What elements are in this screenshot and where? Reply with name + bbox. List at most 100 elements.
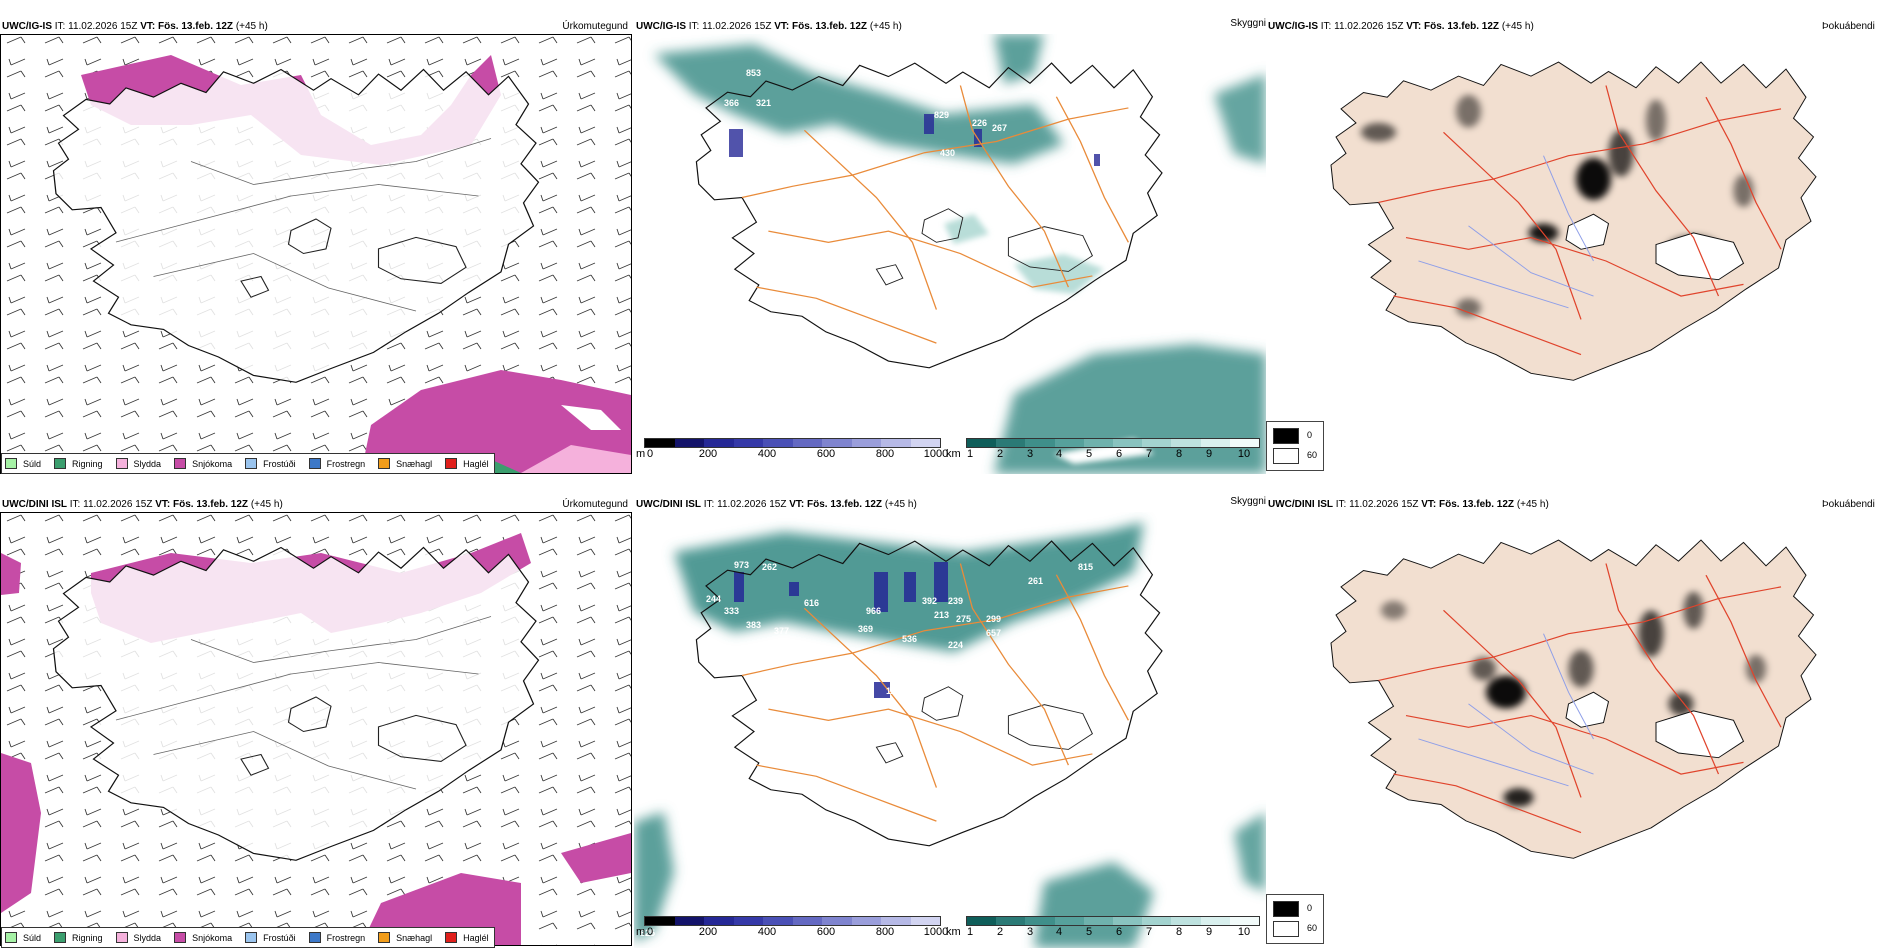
- tick: 7: [1145, 926, 1153, 938]
- visibility-label: 377: [774, 626, 789, 636]
- snow-area-se: [361, 370, 631, 473]
- visibility-label: 973: [734, 560, 749, 570]
- visibility-label: 616: [804, 598, 819, 608]
- panel-name: Skyggni: [1230, 18, 1266, 29]
- visibility-unit: km: [946, 926, 961, 938]
- visibility-label: 114: [874, 288, 889, 298]
- tick: 5: [1085, 926, 1093, 938]
- tick: 1: [966, 926, 974, 938]
- fog-map: [1330, 61, 1817, 381]
- visibility-label: 213: [934, 610, 949, 620]
- tick: 200: [698, 448, 718, 460]
- fog-legend-low: 0: [1307, 903, 1313, 913]
- visibility-label: 853: [746, 68, 761, 78]
- tick: 1000: [923, 448, 949, 460]
- visibility-colorbar: km 1 2 3 4 5 6 7 8 9 10: [946, 438, 1264, 472]
- tick: 3: [1026, 448, 1034, 460]
- legend-item-hail: Haglél: [445, 458, 489, 469]
- tick: 400: [757, 926, 777, 938]
- tick: 5: [1085, 448, 1093, 460]
- legend-item-drizzle: Súld: [5, 458, 41, 469]
- visibility-label: 261: [1028, 576, 1043, 586]
- panel-name: Þokuábendi: [1822, 21, 1875, 32]
- tick: 6: [1115, 926, 1123, 938]
- legend-item-snow: Snjókoma: [174, 458, 232, 469]
- visibility-label: 392: [922, 596, 937, 606]
- panel-precip-type-igis: UWC/IG-IS IT: 11.02.2026 15Z VT: Fös. 13…: [0, 16, 634, 474]
- visibility-label: 299: [986, 614, 1001, 624]
- visibility-label: 815: [1078, 562, 1093, 572]
- legend-item-drizzle: Súld: [5, 932, 41, 943]
- fog-legend: 0 60: [1266, 894, 1324, 944]
- panel-fog-indicator-igis: UWC/IG-IS IT: 11.02.2026 15Z VT: Fös. 13…: [1266, 16, 1900, 474]
- visibility-label: 119: [886, 686, 901, 696]
- panel-title: UWC/DINI ISL IT: 11.02.2026 15Z VT: Fös.…: [1268, 499, 1549, 510]
- snow-area-sw: [1, 753, 41, 913]
- panel-title: UWC/IG-IS IT: 11.02.2026 15Z VT: Fös. 13…: [636, 21, 902, 32]
- tick: 9: [1205, 448, 1213, 460]
- tick: 1000: [923, 926, 949, 938]
- legend-item-rain: Rigning: [54, 932, 103, 943]
- panel-title: UWC/IG-IS IT: 11.02.2026 15Z VT: Fös. 13…: [2, 21, 268, 32]
- legend-item-freezing-drizzle: Frostúði: [245, 458, 296, 469]
- tick: 3: [1026, 926, 1034, 938]
- tick: 1: [966, 448, 974, 460]
- tick: 200: [698, 926, 718, 938]
- visibility-label: 383: [746, 620, 761, 630]
- tick: 600: [816, 448, 836, 460]
- panel-name: Skyggni: [1230, 496, 1266, 507]
- panel-name: Úrkomutegund: [562, 499, 628, 510]
- visibility-label: 239: [948, 596, 963, 606]
- visibility-label: 262: [762, 562, 777, 572]
- tick: 8: [1175, 448, 1183, 460]
- visibility-label: 244: [706, 594, 721, 604]
- visibility-label: 366: [724, 98, 739, 108]
- cloud-base-colorbar: m 0 200 400 600 800 1000: [634, 916, 948, 950]
- tick: 0: [646, 448, 654, 460]
- cloud-base-unit: m: [636, 448, 646, 460]
- fog-legend-high: 60: [1307, 450, 1318, 460]
- precip-type-legend: Súld Rigning Slydda Snjókoma Frostúði Fr…: [1, 927, 495, 948]
- visibility-label: 224: [948, 640, 963, 650]
- legend-item-freezing-rain: Frostregn: [308, 458, 365, 469]
- fog-legend-low: 0: [1307, 430, 1313, 440]
- fog-legend: 0 60: [1266, 421, 1324, 471]
- panel-visibility-dini: UWC/DINI ISL IT: 11.02.2026 15Z VT: Fös.…: [634, 494, 1266, 950]
- visibility-label: 966: [866, 606, 881, 616]
- map-frame: Súld Rigning Slydda Snjókoma Frostúði Fr…: [0, 34, 632, 474]
- panel-title: UWC/DINI ISL IT: 11.02.2026 15Z VT: Fös.…: [2, 499, 283, 510]
- tick: 9: [1205, 926, 1213, 938]
- tick: 800: [875, 926, 895, 938]
- panel-title: UWC/IG-IS IT: 11.02.2026 15Z VT: Fös. 13…: [1268, 21, 1534, 32]
- legend-item-sleet: Slydda: [115, 458, 161, 469]
- visibility-label: 275: [956, 614, 971, 624]
- visibility-label: 536: [902, 634, 917, 644]
- legend-item-snow-pellets: Snæhagl: [378, 932, 432, 943]
- tick: 4: [1055, 448, 1063, 460]
- visibility-map: 904 973 262 815 244 333 383 377 616 966 …: [634, 518, 1266, 948]
- fog-legend-high: 60: [1307, 923, 1318, 933]
- visibility-labels: 904 973 262 815 244 333 383 377 616 966 …: [640, 518, 1195, 938]
- visibility-label: 226: [972, 118, 987, 128]
- panel-name: Úrkomutegund: [562, 21, 628, 32]
- panel-title: UWC/DINI ISL IT: 11.02.2026 15Z VT: Fös.…: [636, 499, 917, 510]
- visibility-label: 825: [640, 928, 655, 938]
- tick: 800: [875, 448, 895, 460]
- panel-visibility-igis: UWC/IG-IS IT: 11.02.2026 15Z VT: Fös. 13…: [634, 16, 1266, 474]
- legend-item-sleet: Slydda: [115, 932, 161, 943]
- visibility-label: 369: [858, 624, 873, 634]
- legend-item-hail: Haglél: [445, 932, 489, 943]
- visibility-label: 321: [756, 98, 771, 108]
- cloud-base-colorbar: m 0 200 400 600 800 1000: [634, 438, 948, 472]
- tick: 2: [996, 448, 1004, 460]
- tick: 4: [1055, 926, 1063, 938]
- map-frame: Súld Rigning Slydda Snjókoma Frostúði Fr…: [0, 512, 632, 948]
- tick: 10: [1237, 448, 1251, 460]
- visibility-label: 267: [992, 123, 1007, 133]
- fog-map: [1330, 539, 1817, 859]
- visibility-map: 853 366 321 829 226 267 430 311 114: [654, 34, 1266, 474]
- tick: 600: [816, 926, 836, 938]
- tick: 0: [646, 926, 654, 938]
- tick: 7: [1145, 448, 1153, 460]
- visibility-label: 904: [1180, 518, 1195, 528]
